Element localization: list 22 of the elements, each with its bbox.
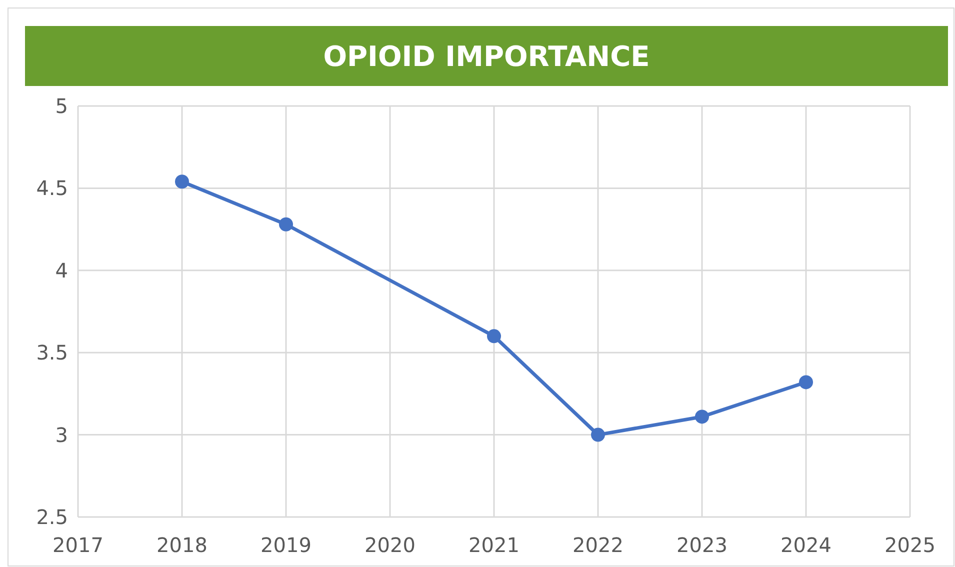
point (799, 375, 813, 390)
x-tick-label: 2018 (156, 533, 208, 557)
y-tick-label: 4 (55, 258, 68, 282)
point (695, 410, 709, 424)
chart-title: OPIOID IMPORTANCE (323, 40, 650, 73)
x-tick-label: 2017 (52, 533, 104, 557)
y-tick-label: 3 (55, 422, 68, 447)
point (487, 329, 501, 344)
y-tick-label: 5 (55, 94, 68, 118)
x-tick-label: 2022 (572, 533, 624, 557)
point (591, 428, 605, 442)
x-tick-label: 2025 (884, 533, 936, 557)
x-tick-label: 2023 (676, 533, 728, 557)
x-tick-label: 2024 (780, 533, 832, 557)
point (279, 217, 293, 232)
x-tick-label: 2019 (260, 533, 312, 557)
y-tick-label: 2.5 (36, 505, 68, 529)
y-tick-label: 3.5 (36, 340, 68, 365)
point (175, 174, 189, 189)
x-tick-label: 2020 (364, 533, 416, 557)
x-tick-label: 2021 (468, 533, 520, 557)
y-tick-label: 4.5 (36, 176, 68, 200)
